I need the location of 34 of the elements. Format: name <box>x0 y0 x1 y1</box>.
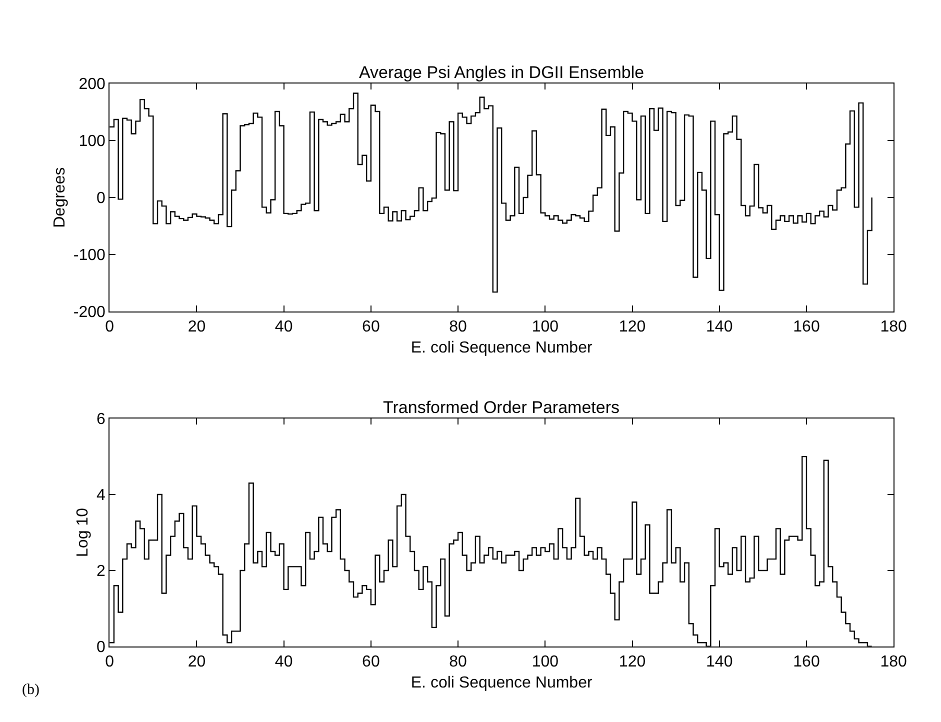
x-tick-label: 40 <box>274 318 293 336</box>
y-tick-label: 100 <box>78 133 106 150</box>
y-tick-label: 2 <box>96 563 106 580</box>
x-axis-title: E. coli Sequence Number <box>410 674 593 692</box>
y-tick-label: 0 <box>96 190 106 208</box>
x-tick-label: 100 <box>532 318 559 336</box>
x-tick-label: 180 <box>880 654 908 671</box>
y-tick-label: 6 <box>96 411 106 428</box>
x-tick-label: 80 <box>449 318 468 336</box>
y-tick-label: 0 <box>96 639 106 656</box>
x-tick-label: 160 <box>793 654 820 671</box>
y-axis-title: Log 10 <box>74 508 92 557</box>
x-tick-label: 140 <box>706 318 733 336</box>
x-tick-label: 180 <box>880 318 908 336</box>
x-tick-label: 120 <box>618 654 646 671</box>
chart-title: Average Psi Angles in DGII Ensemble <box>359 63 644 82</box>
x-tick-label: 40 <box>274 654 293 671</box>
x-tick-label: 60 <box>362 654 380 671</box>
x-tick-label: 160 <box>793 318 820 336</box>
y-tick-label: -200 <box>73 304 106 321</box>
x-tick-label: 60 <box>362 318 380 336</box>
x-tick-label: 20 <box>188 318 206 336</box>
x-tick-label: 80 <box>449 654 468 671</box>
x-axis-title: E. coli Sequence Number <box>410 339 593 356</box>
y-axis-title: Degrees <box>51 167 68 228</box>
y-tick-label: -100 <box>73 247 106 264</box>
chart-title: Transformed Order Parameters <box>383 398 620 417</box>
x-tick-label: 20 <box>188 654 206 671</box>
text: (b) <box>22 682 40 698</box>
x-tick-label: 100 <box>532 654 559 671</box>
x-tick-label: 140 <box>706 654 733 671</box>
y-tick-label: 200 <box>78 76 106 94</box>
y-tick-label: 4 <box>96 487 106 504</box>
x-tick-label: 120 <box>618 318 646 336</box>
